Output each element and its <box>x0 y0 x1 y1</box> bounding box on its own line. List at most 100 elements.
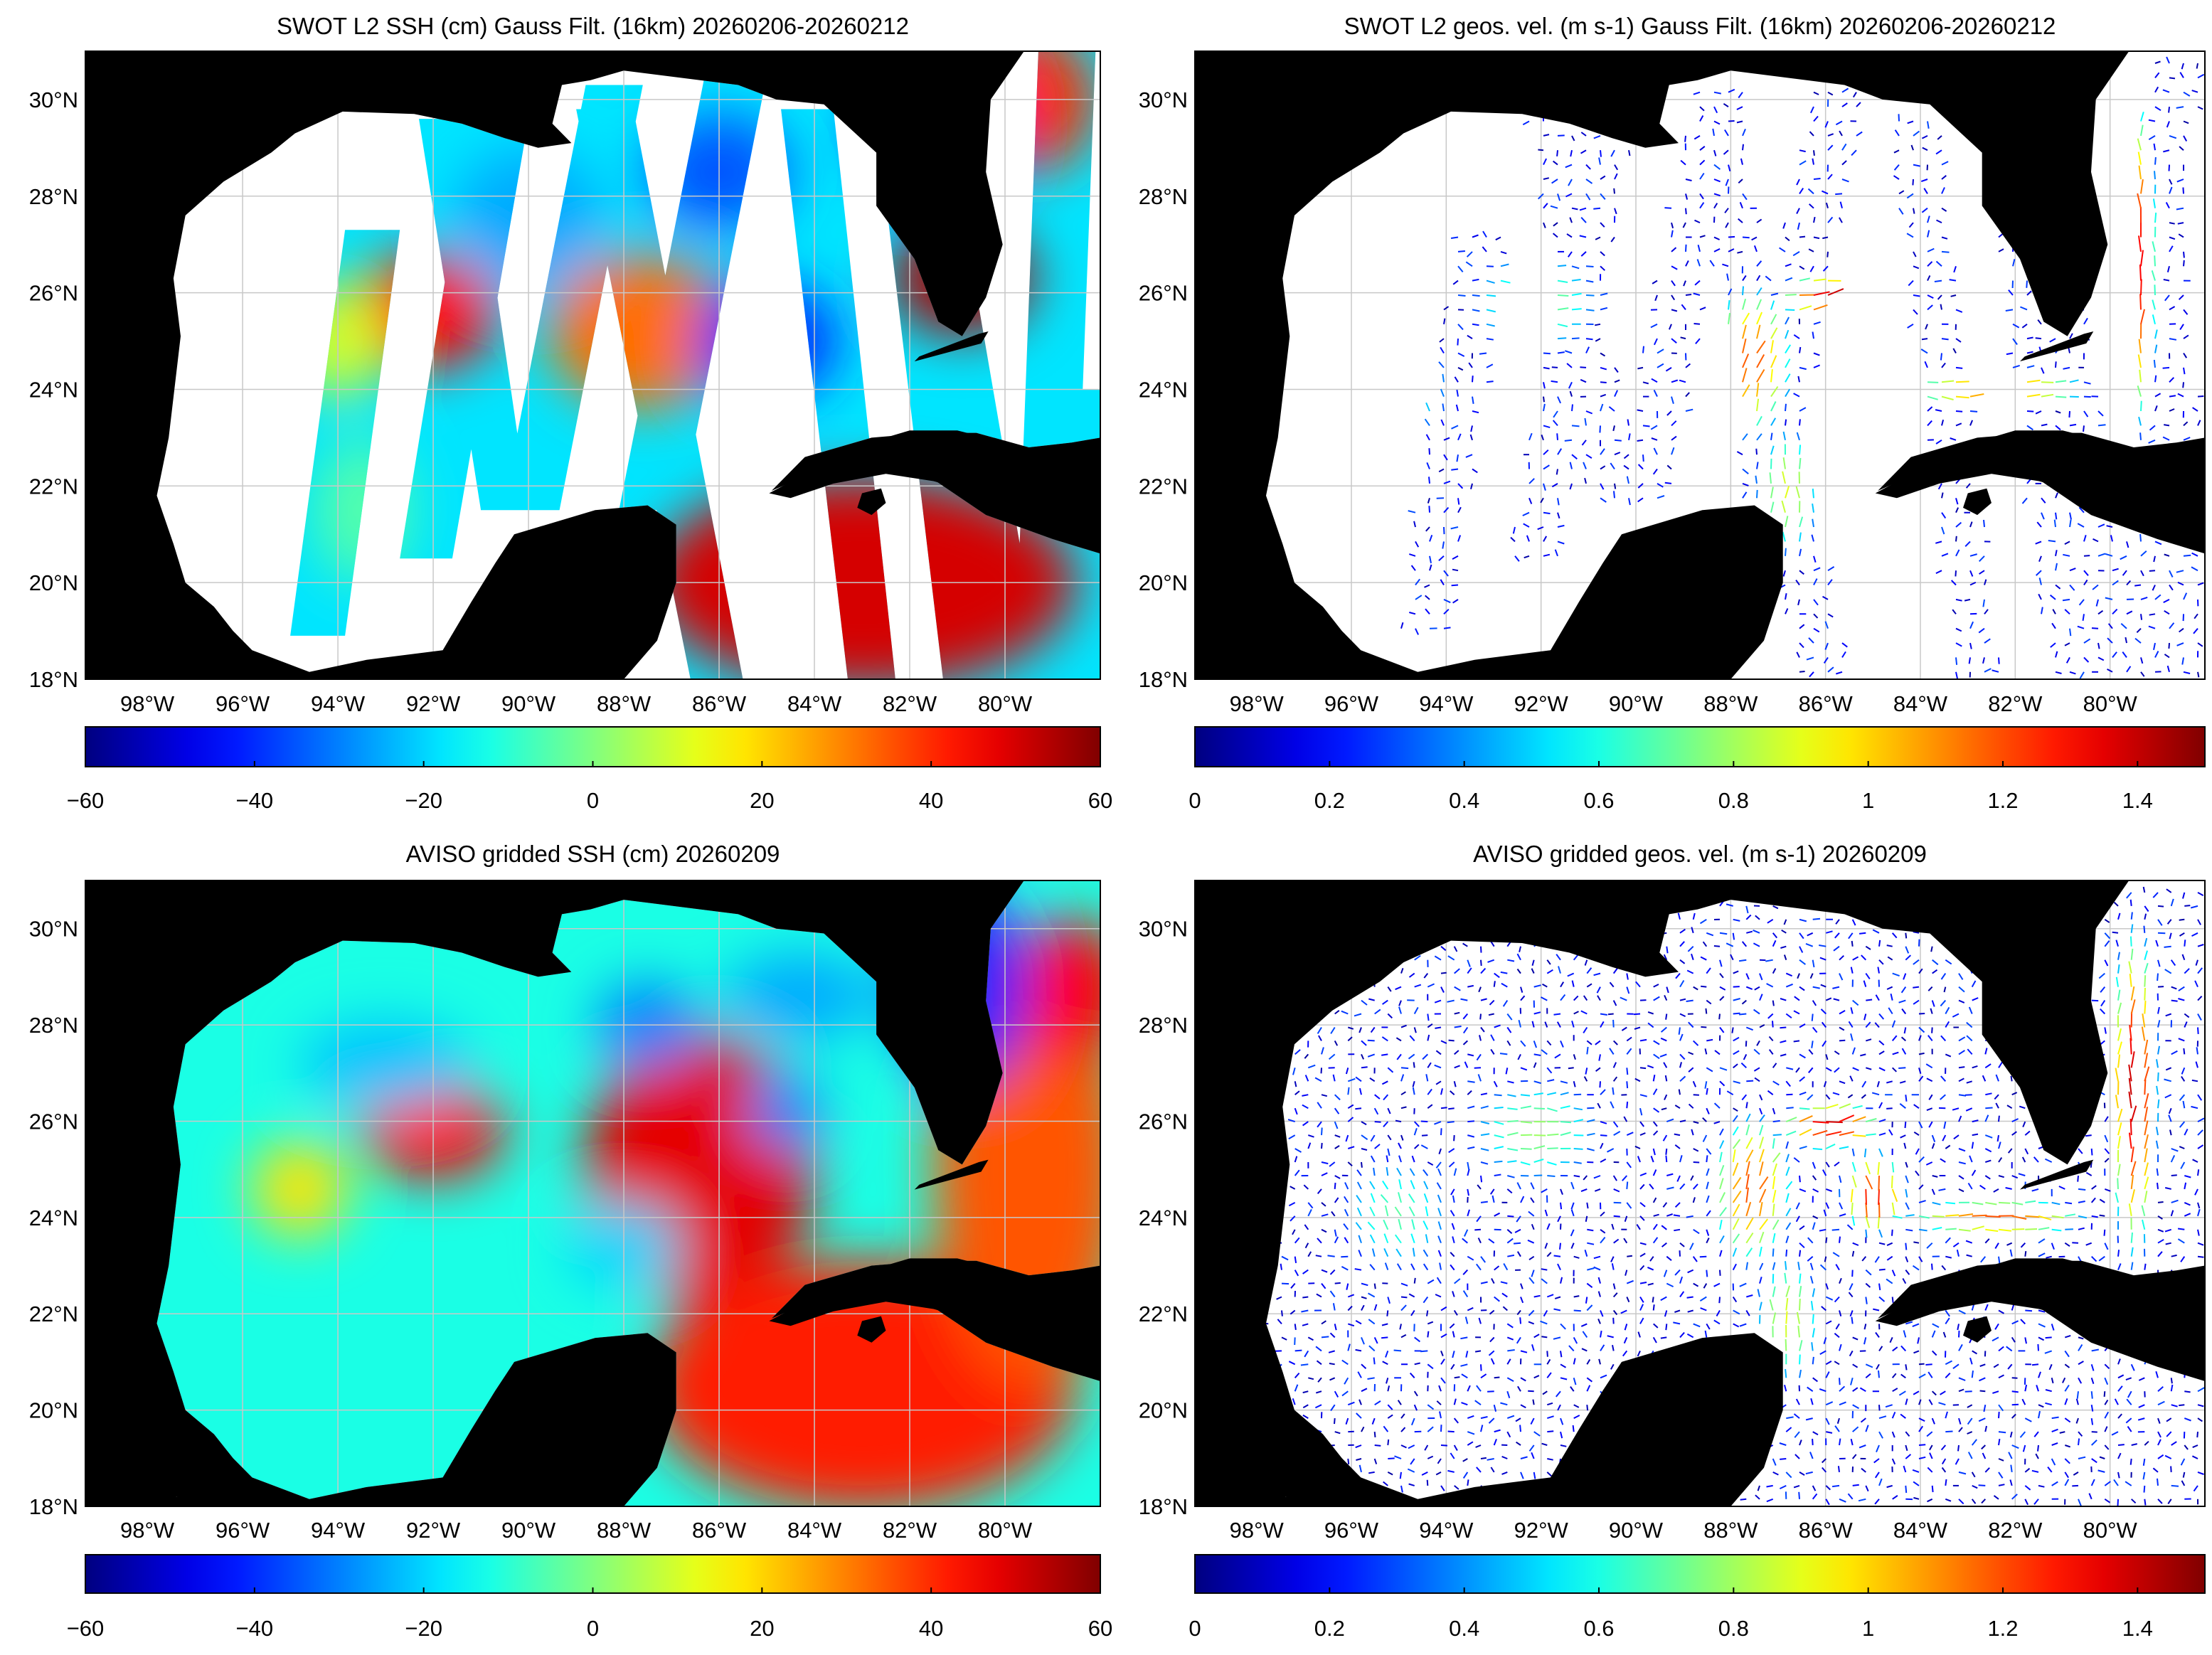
velocity-arrow <box>1487 266 1494 267</box>
velocity-arrow <box>1381 1337 1388 1338</box>
velocity-arrow <box>1785 1369 1786 1378</box>
velocity-arrow <box>1773 1001 1774 1006</box>
velocity-arrow <box>1479 353 1487 354</box>
lon-tick-label: 86°W <box>692 691 747 716</box>
velocity-arrow <box>1799 445 1800 454</box>
velocity-arrow <box>1666 947 1667 954</box>
velocity-arrow <box>1720 1270 1721 1276</box>
lon-tick-label: 98°W <box>1230 1518 1285 1543</box>
velocity-arrow <box>1733 933 1734 940</box>
velocity-arrow <box>1773 1121 1780 1122</box>
velocity-arrow <box>1427 1480 1428 1486</box>
velocity-arrow <box>1487 295 1496 296</box>
velocity-arrow <box>1500 1053 1507 1054</box>
velocity-arrow <box>1732 1028 1733 1033</box>
velocity-arrow <box>1507 1216 1514 1217</box>
velocity-arrow <box>1733 986 1740 987</box>
velocity-arrow <box>1414 1062 1415 1068</box>
lon-tick-label: 94°W <box>1419 1518 1474 1543</box>
velocity-arrow <box>1679 1028 1680 1035</box>
velocity-arrow <box>1615 440 1622 441</box>
velocity-arrow <box>1785 420 1786 426</box>
velocity-arrow <box>1813 919 1820 920</box>
velocity-arrow <box>1627 1256 1632 1257</box>
velocity-arrow <box>2118 1499 2119 1506</box>
velocity-arrow <box>2154 171 2155 179</box>
velocity-arrow <box>2117 1178 2118 1189</box>
velocity-arrow <box>1521 1135 1532 1136</box>
velocity-arrow <box>1481 1176 1482 1182</box>
velocity-arrow <box>1799 1355 1800 1365</box>
velocity-arrow <box>2118 1444 2125 1445</box>
colorbar-tick-label: 60 <box>1088 788 1112 813</box>
velocity-arrow <box>2158 1202 2164 1203</box>
velocity-arrow <box>2140 432 2141 440</box>
colorbar-tick-label: 0.2 <box>1314 788 1345 813</box>
velocity-arrow <box>1281 1264 1282 1270</box>
lat-tick-label: 20°N <box>1139 1398 1188 1423</box>
velocity-arrow <box>1481 1458 1487 1459</box>
velocity-arrow <box>1972 1215 1987 1216</box>
velocity-arrow <box>1919 1364 1925 1365</box>
velocity-arrow <box>1714 946 1720 947</box>
velocity-arrow <box>2085 1135 2092 1136</box>
velocity-arrow <box>1294 1337 1295 1345</box>
velocity-arrow <box>1980 1391 1986 1392</box>
colorbar-tick-label: 1.2 <box>1987 788 2018 813</box>
ssh-anomaly <box>299 1020 471 1107</box>
velocity-arrow <box>1945 1229 1957 1230</box>
lon-tick-label: 90°W <box>1609 1518 1664 1543</box>
colorbar-tick-label: 1 <box>1862 788 1874 813</box>
velocity-arrow <box>1919 940 1920 947</box>
lon-tick-label: 84°W <box>787 691 842 716</box>
velocity-arrow <box>1593 208 1600 209</box>
velocity-arrow <box>1799 1299 1800 1311</box>
lat-tick-label: 24°N <box>1139 1206 1188 1230</box>
velocity-arrow <box>1558 135 1565 136</box>
velocity-arrow <box>1959 1067 1964 1068</box>
velocity-arrow <box>1467 1479 1468 1486</box>
lon-tick-label: 94°W <box>311 691 366 716</box>
velocity-arrow <box>1878 1371 1879 1378</box>
velocity-arrow <box>1685 136 1686 142</box>
lon-tick-label: 90°W <box>501 1518 556 1543</box>
velocity-arrow <box>2084 397 2091 398</box>
velocity-arrow <box>1401 1297 1407 1298</box>
velocity-arrow <box>1799 458 1800 469</box>
velocity-arrow <box>1786 1107 1793 1108</box>
colorbar-tick-label: 40 <box>919 1616 943 1641</box>
map-area <box>1195 51 2205 679</box>
lon-tick-label: 82°W <box>883 1518 937 1543</box>
velocity-arrow <box>1956 657 1957 664</box>
velocity-arrow <box>2011 1076 2012 1082</box>
velocity-arrow <box>1637 440 1643 441</box>
velocity-arrow <box>1773 1134 1782 1135</box>
lat-tick-label: 28°N <box>29 184 78 209</box>
velocity-arrow <box>1746 1102 1747 1109</box>
velocity-arrow <box>1905 1364 1906 1370</box>
lat-tick-label: 18°N <box>1139 1494 1188 1519</box>
velocity-arrow <box>1613 1020 1614 1028</box>
velocity-arrow <box>1441 1425 1442 1432</box>
velocity-arrow <box>1448 1108 1455 1109</box>
velocity-arrow <box>1387 1311 1388 1316</box>
velocity-arrow <box>1608 1014 1614 1015</box>
velocity-arrow <box>1480 1014 1481 1020</box>
velocity-arrow <box>2178 1229 2184 1230</box>
velocity-arrow <box>1295 1257 1296 1263</box>
lon-tick-label: 96°W <box>1324 691 1379 716</box>
velocity-arrow <box>2157 974 2158 981</box>
velocity-arrow <box>1374 1358 1375 1365</box>
velocity-arrow <box>1771 459 1772 469</box>
panel-title: SWOT L2 geos. vel. (m s-1) Gauss Filt. (… <box>1344 13 2056 39</box>
velocity-arrow <box>1586 309 1595 310</box>
velocity-arrow <box>1368 1472 1375 1473</box>
velocity-arrow <box>1956 411 1962 412</box>
velocity-arrow <box>1965 1391 1972 1392</box>
velocity-arrow <box>1956 381 1969 382</box>
lon-tick-label: 80°W <box>2083 1518 2138 1543</box>
lat-tick-label: 26°N <box>29 281 78 306</box>
velocity-arrow <box>1301 1364 1308 1365</box>
lat-tick-label: 28°N <box>1139 1013 1188 1038</box>
velocity-arrow <box>1799 419 1800 425</box>
